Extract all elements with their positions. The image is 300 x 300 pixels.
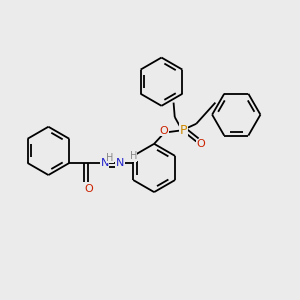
Text: H: H xyxy=(106,153,114,163)
Text: N: N xyxy=(100,158,109,168)
Text: P: P xyxy=(180,124,188,137)
Text: O: O xyxy=(160,126,168,136)
Text: O: O xyxy=(84,184,93,194)
Text: H: H xyxy=(130,152,137,161)
Text: O: O xyxy=(196,140,205,149)
Text: N: N xyxy=(116,158,124,168)
